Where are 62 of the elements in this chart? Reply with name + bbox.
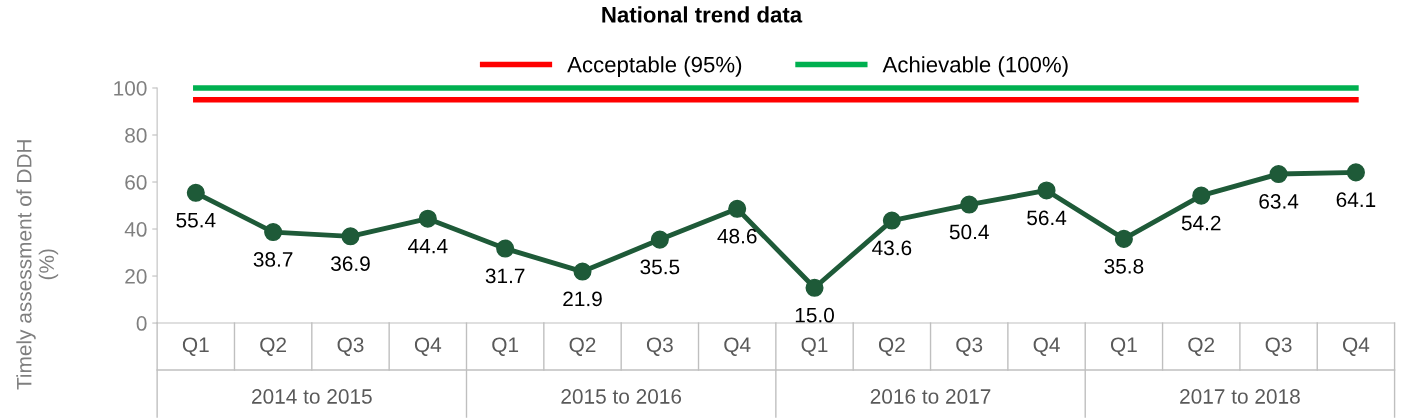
x-tick-label: Q3: [956, 337, 983, 356]
point: [728, 199, 747, 218]
text: 2017 to 2018: [1180, 389, 1300, 404]
y-tick-label: 20: [125, 269, 147, 284]
x-tick-label: Q2: [1188, 337, 1215, 356]
point: [1192, 186, 1211, 205]
point: [960, 195, 979, 214]
legend-label: Achievable (100%): [882, 56, 1068, 77]
point: [418, 209, 437, 228]
text: 2015 to 2016: [561, 389, 682, 404]
x-tick-label: Q4: [1343, 337, 1370, 356]
point: [1269, 164, 1288, 184]
x-tick-label: Q1: [801, 337, 828, 356]
x-tick-label: Q3: [337, 337, 364, 356]
data-label: 50.4: [949, 224, 989, 240]
x-tick-label: Q2: [260, 337, 286, 356]
x-tick-label: Q3: [1265, 337, 1292, 356]
y-tick-label: 40: [124, 222, 147, 237]
y-tick-label: 100: [114, 80, 147, 96]
y-axis-title: Timely assessment of DDH (%): [16, 140, 59, 390]
data-label: 64.1: [1336, 192, 1376, 208]
data-label: 63.4: [1259, 194, 1299, 209]
x-tick-label: Q1: [182, 337, 209, 356]
text: 2014 to 2015: [252, 389, 372, 404]
x-tick-label: Q4: [724, 337, 751, 356]
data-label: 35.8: [1104, 258, 1144, 274]
x-tick-label: Q4: [414, 337, 442, 356]
x-tick-label: Q1: [1110, 337, 1137, 356]
point: [882, 211, 901, 230]
text: 2016 to 2017: [870, 389, 991, 404]
y-tick-label: 60: [125, 175, 147, 190]
data-label: 44.4: [408, 238, 448, 254]
data-label: 35.5: [640, 259, 680, 275]
data-label: 15.0: [795, 307, 834, 323]
data-label: 38.7: [253, 252, 293, 267]
point: [1114, 229, 1133, 248]
data-label: 48.6: [717, 228, 757, 244]
legend-label: Acceptable (95%): [567, 56, 742, 77]
x-tick-label: Q3: [646, 337, 673, 356]
point: [341, 227, 360, 246]
x-tick-label: Q2: [878, 337, 905, 356]
data-label: 54.2: [1181, 215, 1221, 231]
data-label: 56.4: [1027, 210, 1067, 226]
y-tick-label: 0: [136, 316, 147, 331]
point: [496, 239, 515, 258]
data-label: 21.9: [563, 291, 602, 307]
point: [264, 223, 283, 242]
point: [186, 183, 205, 202]
x-tick-label: Q1: [492, 337, 519, 356]
point: [1346, 163, 1365, 182]
x-tick-label: Q4: [1033, 337, 1060, 356]
data-label: 43.6: [872, 240, 912, 256]
point: [805, 278, 824, 297]
data-label: 31.7: [485, 268, 525, 284]
data-label: 36.9: [331, 256, 370, 272]
y-tick-label: 80: [125, 128, 147, 143]
data-label: 55.4: [176, 213, 216, 228]
point: [650, 230, 669, 249]
chart-title: National trend data: [602, 6, 803, 23]
point: [1037, 181, 1056, 200]
x-tick-label: Q2: [569, 337, 596, 356]
point: [573, 262, 592, 281]
